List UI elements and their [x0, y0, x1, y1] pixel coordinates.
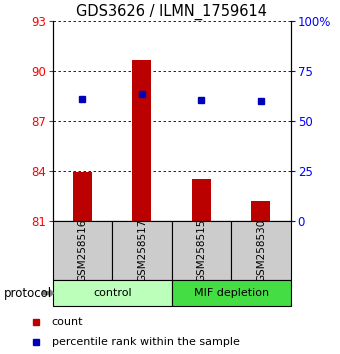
Text: percentile rank within the sample: percentile rank within the sample: [52, 337, 240, 347]
Bar: [53, 280, 172, 306]
Bar: [112, 221, 172, 280]
Text: MIF depletion: MIF depletion: [194, 288, 269, 298]
Bar: [73, 172, 92, 221]
Bar: [172, 221, 231, 280]
Text: count: count: [52, 318, 83, 327]
Text: GSM258516: GSM258516: [78, 219, 87, 282]
Bar: [192, 179, 211, 221]
Text: protocol: protocol: [3, 287, 52, 299]
Bar: [252, 201, 271, 221]
Text: GSM258515: GSM258515: [197, 219, 206, 282]
Text: GSM258530: GSM258530: [256, 219, 266, 282]
Title: GDS3626 / ILMN_1759614: GDS3626 / ILMN_1759614: [76, 4, 267, 20]
Bar: [172, 280, 291, 306]
Bar: [133, 60, 152, 221]
Bar: [231, 221, 291, 280]
Text: control: control: [93, 288, 132, 298]
Text: GSM258517: GSM258517: [137, 219, 147, 282]
Bar: [53, 221, 112, 280]
